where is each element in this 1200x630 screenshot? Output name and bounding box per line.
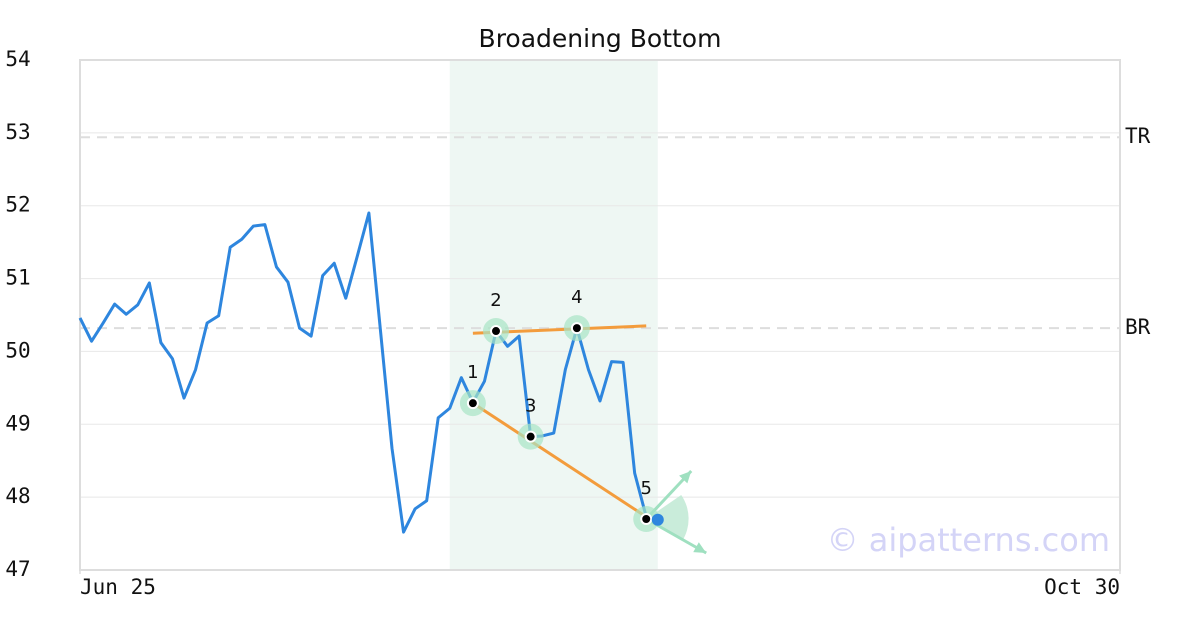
pivot-dot [570, 322, 583, 335]
x-tick-label: Oct 30 [1044, 575, 1120, 599]
y-tick-label: 54 [5, 47, 30, 71]
last-point [651, 513, 664, 526]
arrow-head [693, 542, 707, 553]
pivot-label: 1 [467, 362, 478, 383]
watermark: © aipatterns.com [827, 521, 1110, 559]
pivot-label: 4 [571, 287, 582, 308]
y-tick-label: 48 [5, 484, 30, 508]
x-tick-label: Jun 25 [80, 575, 156, 599]
pivot-label: 5 [640, 478, 651, 499]
trend-line [472, 401, 648, 519]
y-tick-label: 52 [5, 193, 30, 217]
pivot-label: 3 [525, 396, 536, 417]
pattern-region [449, 60, 658, 570]
pivot-dot [466, 397, 479, 410]
pivot-dot [490, 325, 502, 338]
y-tick-label: 53 [5, 120, 30, 144]
pivot-dot [640, 513, 653, 525]
pivot-label: 2 [490, 290, 501, 311]
arrow-head [679, 471, 692, 484]
y-tick-label: 47 [5, 557, 30, 581]
price-line [78, 211, 659, 534]
direction-wedge [646, 495, 689, 541]
pivot-dot [524, 430, 537, 443]
chart-title: Broadening Bottom [479, 24, 722, 53]
y-tick-label: 51 [5, 266, 30, 290]
y-tick-label: 49 [5, 411, 30, 435]
level-label: TR [1125, 124, 1151, 148]
y-tick-label: 50 [5, 338, 30, 362]
level-label: BR [1125, 315, 1151, 339]
plot-frame [79, 59, 1121, 571]
